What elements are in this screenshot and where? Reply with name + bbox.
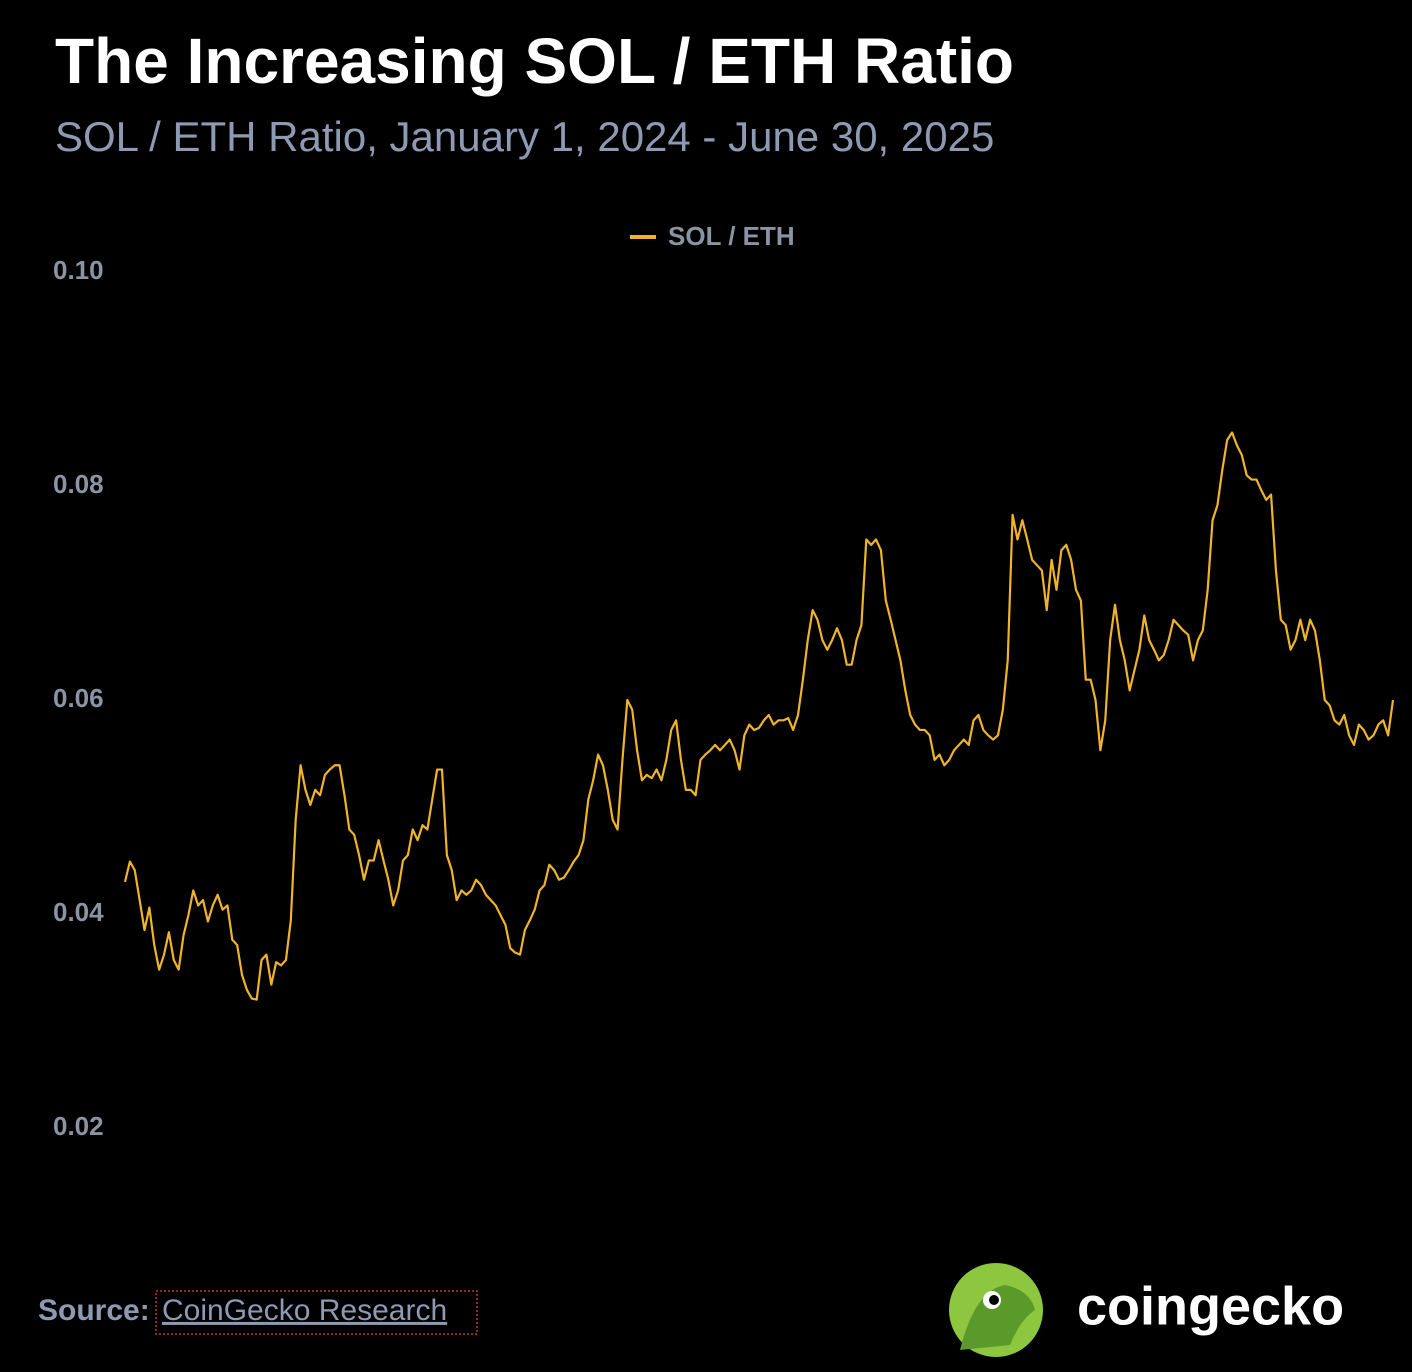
source-label: Source: (38, 1294, 150, 1327)
chart-title: The Increasing SOL / ETH Ratio (55, 25, 1014, 97)
logo: coingecko (949, 1263, 1344, 1357)
y-tick-label: 0.06 (53, 683, 104, 713)
data-line (123, 431, 1395, 1001)
y-tick-label: 0.08 (53, 469, 104, 499)
legend-label: SOL / ETH (668, 221, 795, 251)
logo-gecko (960, 1285, 1035, 1350)
chart-subtitle: SOL / ETH Ratio, January 1, 2024 - June … (55, 113, 994, 160)
link-focus (155, 1290, 478, 1335)
logo-text: coingecko (1077, 1276, 1344, 1336)
y-tick-label: 0.10 (53, 255, 104, 285)
y-tick-label: 0.02 (53, 1111, 104, 1141)
y-tick-label: 0.04 (53, 897, 104, 927)
source-link[interactable]: CoinGecko Research (162, 1294, 447, 1327)
logo-pupil (989, 1295, 999, 1305)
